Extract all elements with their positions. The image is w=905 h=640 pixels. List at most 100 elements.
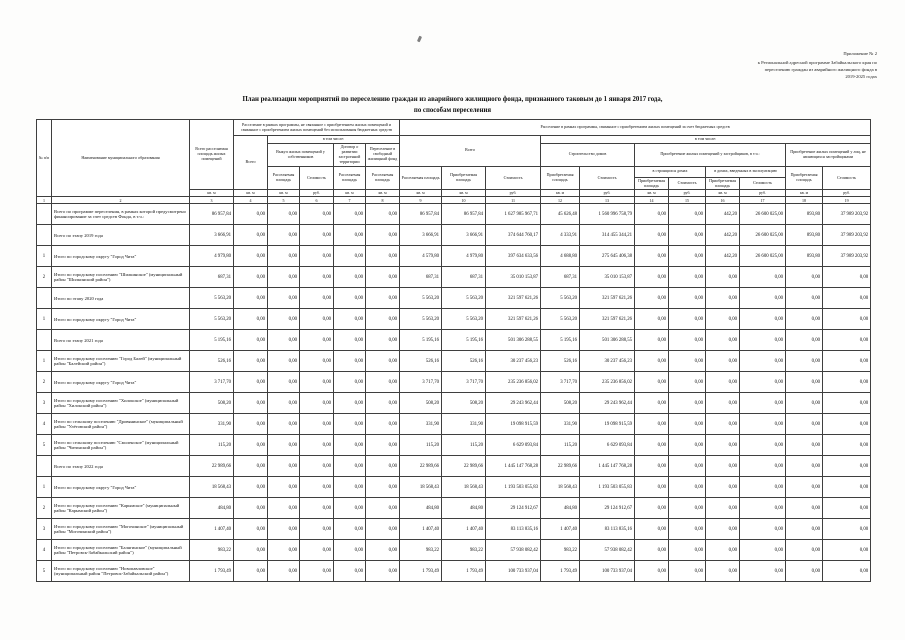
value-cell: 5 563,20 [189, 308, 234, 331]
value-cell: 1 560 996 758,79 [579, 203, 636, 226]
value-cell: 0,00 [822, 455, 872, 478]
unit-label: кв. м [267, 189, 300, 198]
unit-label: кв. м [634, 189, 670, 198]
value-cell: 0,00 [739, 308, 787, 331]
value-cell: 983,22 [189, 539, 234, 562]
table-row: 4 Итого по городскому поселению "Балягинс… [36, 539, 872, 562]
column-number: 8 [364, 196, 401, 205]
row-number: 5 [36, 434, 52, 457]
table-row: Всего по этапу 2021 года 5 195,16 0,00 0,00… [36, 329, 872, 352]
column-number: 12 [540, 196, 581, 205]
unit-label: кв. м [189, 189, 234, 198]
value-cell: 687,31 [189, 266, 234, 289]
header-acquired-area: Приобретаемая площадь [705, 176, 741, 191]
value-cell: 508,20 [540, 392, 581, 415]
value-cell: 3 717,70 [189, 371, 234, 394]
value-cell: 0,00 [822, 371, 872, 394]
value-cell: 0,00 [364, 287, 401, 310]
value-cell: 0,00 [705, 266, 741, 289]
header-in-construction: в строящихся домах [634, 165, 707, 178]
value-cell: 18 568,43 [540, 476, 581, 499]
value-cell: 0,00 [668, 371, 707, 394]
value-cell: 0,00 [668, 434, 707, 457]
value-cell: 5 563,20 [540, 308, 581, 331]
value-cell: 0,00 [267, 329, 300, 352]
value-cell: 0,00 [267, 308, 300, 331]
value-cell: 4 579,80 [399, 245, 443, 268]
value-cell: 0,00 [668, 392, 707, 415]
unit-label: кв. м [333, 189, 366, 198]
value-cell: 0,00 [364, 518, 401, 541]
municipality-name: Итого по городскому поселению "Хилокское… [51, 392, 190, 415]
value-cell: 687,31 [399, 266, 443, 289]
unit-label: кв. м [364, 189, 401, 198]
value-cell: 26 600 025,00 [739, 245, 787, 268]
value-cell: 0,00 [739, 371, 787, 394]
table-row: 4 Итого по сельскому поселению "Дровянинс… [36, 413, 872, 436]
value-cell: 0,00 [364, 392, 401, 415]
header-from-developers: Приобретение жилых помещений у застройщи… [634, 143, 787, 167]
value-cell: 0,00 [333, 434, 366, 457]
header-acquired-area: Приобретаемая площадь [441, 165, 487, 191]
value-cell: 0,00 [267, 287, 300, 310]
municipality-name: Итого по городскому поселению "Могочинск… [51, 518, 190, 541]
value-cell: 0,00 [333, 224, 366, 247]
value-cell: 0,00 [634, 350, 670, 373]
value-cell: 100 733 937,04 [485, 560, 542, 583]
row-number: 1 [36, 308, 52, 331]
value-cell: 18 568,43 [189, 476, 234, 499]
value-cell: 0,00 [333, 203, 366, 226]
value-cell: 86 957,84 [441, 203, 487, 226]
value-cell: 5 195,16 [441, 329, 487, 352]
value-cell: 0,00 [299, 308, 334, 331]
value-cell: 4 688,80 [540, 245, 581, 268]
column-number: 3 [189, 196, 234, 205]
value-cell: 484,80 [189, 497, 234, 520]
value-cell: 0,00 [333, 497, 366, 520]
value-cell: 0,00 [299, 434, 334, 457]
value-cell: 6 629 093,84 [485, 434, 542, 457]
value-cell: 0,00 [333, 392, 366, 415]
value-cell: 30 237 456,23 [579, 350, 636, 373]
column-number: 5 [267, 196, 300, 205]
value-cell: 0,00 [785, 434, 824, 457]
column-number: 19 [822, 196, 872, 205]
scan-artifact-mark [416, 35, 423, 43]
header-from-non-developers: Приобретение жилых помещений у лиц, не я… [785, 143, 872, 167]
row-number: 4 [36, 539, 52, 562]
table-row: Всего по этапу 2022 года 22 989,66 0,00 0,0… [36, 455, 872, 478]
value-cell: 0,00 [299, 476, 334, 499]
value-cell: 1 407,40 [540, 518, 581, 541]
table-row: Всего по программе переселения, в рамках… [36, 203, 872, 226]
value-cell: 0,00 [364, 434, 401, 457]
value-cell: 0,00 [785, 371, 824, 394]
value-cell: 0,00 [364, 224, 401, 247]
value-cell: 275 645 406,38 [579, 245, 636, 268]
value-cell: 0,00 [634, 266, 670, 289]
value-cell: 0,00 [739, 350, 787, 373]
value-cell: 0,00 [299, 329, 334, 352]
value-cell: 83 113 835,16 [485, 518, 542, 541]
value-cell: 0,00 [668, 287, 707, 310]
value-cell: 0,00 [364, 413, 401, 436]
value-cell: 0,00 [333, 350, 366, 373]
municipality-name: Итого по городскому округу "Город Чита" [51, 371, 190, 394]
value-cell: 0,00 [739, 413, 787, 436]
value-cell: 0,00 [739, 476, 787, 499]
value-cell: 0,00 [634, 392, 670, 415]
value-cell: 508,20 [399, 392, 443, 415]
header-cost: Стоимость [579, 165, 636, 191]
value-cell: 331,90 [441, 413, 487, 436]
value-cell: 0,00 [822, 266, 872, 289]
value-cell: 0,00 [364, 539, 401, 562]
value-cell: 0,00 [333, 245, 366, 268]
municipality-name: Всего по этапу 2022 года [51, 455, 190, 478]
column-number: 15 [668, 196, 707, 205]
value-cell: 0,00 [233, 518, 268, 541]
value-cell: 0,00 [364, 329, 401, 352]
value-cell: 0,00 [634, 518, 670, 541]
table-row: 3 Итого по городскому поселению "Могочинс… [36, 518, 872, 541]
value-cell: 0,00 [634, 224, 670, 247]
value-cell: 0,00 [333, 455, 366, 478]
value-cell: 0,00 [822, 308, 872, 331]
